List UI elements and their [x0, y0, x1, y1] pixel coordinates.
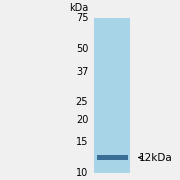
Text: 12kDa: 12kDa: [139, 152, 172, 163]
Text: 50: 50: [76, 44, 88, 54]
Text: 25: 25: [76, 97, 88, 107]
Text: kDa: kDa: [69, 3, 88, 13]
Bar: [94, 18, 130, 173]
Text: 15: 15: [76, 137, 88, 147]
Text: 10: 10: [76, 168, 88, 178]
Text: 37: 37: [76, 67, 88, 77]
Text: 75: 75: [76, 13, 88, 23]
Text: 20: 20: [76, 114, 88, 125]
Bar: [97, 155, 128, 160]
